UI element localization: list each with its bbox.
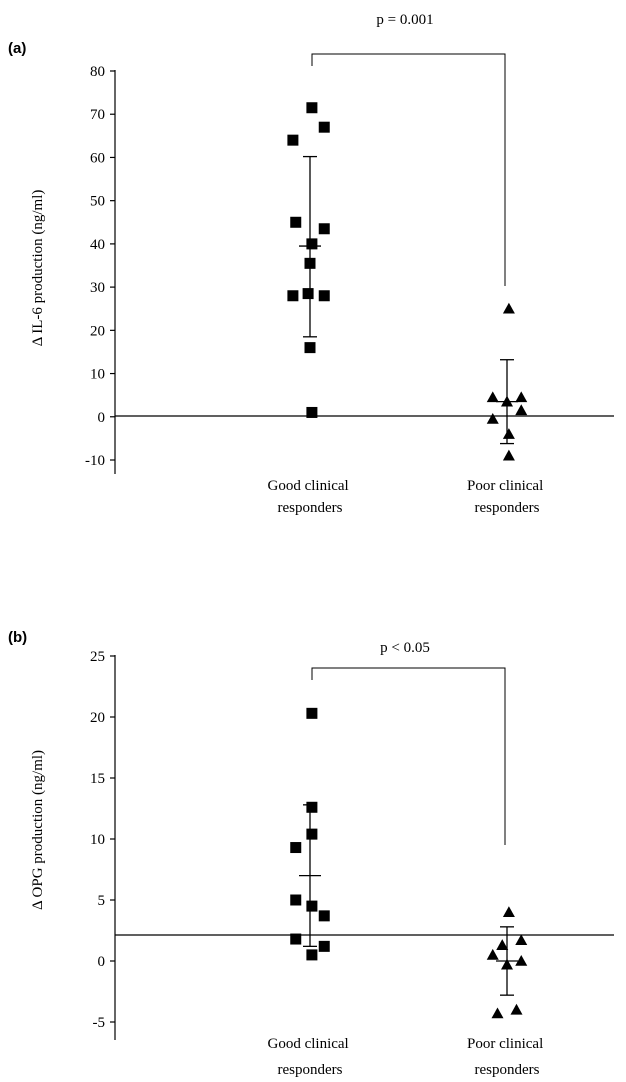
data-point-square [318, 910, 330, 922]
y-tick-label: 0 [98, 410, 106, 426]
panel-b-category-poor: Poor clinical responders [467, 1036, 547, 1078]
data-point-square [306, 801, 318, 813]
panel-b-ticks: -5 0 5 10 15 20 25 [90, 649, 115, 1031]
y-tick-label: 15 [90, 771, 105, 787]
panel-a: (a) Δ IL-6 production (ng/ml) -10 0 10 20 30… [8, 12, 614, 516]
data-point-triangle [502, 449, 515, 461]
data-point-triangle [486, 412, 499, 424]
y-tick-label: 50 [90, 194, 105, 210]
panel-a-ticks: -10 0 10 20 30 40 50 60 70 80 [85, 64, 115, 469]
data-point-square [306, 102, 318, 114]
y-tick-label: 70 [90, 107, 105, 123]
panel-b-points [290, 707, 528, 1019]
panel-b-category-poor-line2: responders [475, 1062, 540, 1078]
data-point-square [287, 134, 299, 146]
panel-a-significance-bracket [311, 53, 506, 286]
data-point-triangle [515, 934, 528, 946]
panel-a-category-good-line2: responders [278, 500, 343, 516]
data-point-square [318, 290, 330, 302]
data-point-triangle [515, 404, 528, 416]
data-point-triangle [515, 391, 528, 403]
y-tick-label: 5 [98, 893, 106, 909]
y-tick-label: 20 [90, 710, 105, 726]
data-point-triangle [502, 428, 515, 439]
y-tick-label: 60 [90, 150, 105, 166]
panel-b-label: (b) [8, 629, 27, 646]
y-tick-label: 20 [90, 323, 105, 339]
data-point-triangle [515, 955, 528, 966]
panel-a-category-poor-line1: Poor clinical [467, 478, 543, 494]
panel-b-category-good-line2: responders [278, 1062, 343, 1078]
panel-b-significance-bracket [311, 667, 506, 845]
data-point-triangle [502, 302, 515, 314]
data-point-square [318, 223, 330, 235]
data-point-square [302, 288, 314, 300]
data-point-square [306, 828, 318, 840]
y-tick-label: -10 [85, 453, 105, 469]
panel-a-points [287, 102, 528, 461]
y-tick-label: 10 [90, 367, 105, 383]
data-point-triangle [510, 1003, 523, 1015]
data-point-square [304, 257, 316, 269]
data-point-square [306, 406, 318, 418]
y-tick-label: 10 [90, 832, 105, 848]
panel-b: (b) Δ OPG production (ng/ml) -5 0 5 10 15 20 2… [8, 629, 614, 1078]
data-point-square [290, 933, 302, 945]
panel-a-error-bars [299, 155, 518, 445]
y-tick-label: 80 [90, 64, 105, 80]
y-tick-label: 40 [90, 237, 105, 253]
data-point-triangle [501, 395, 513, 407]
data-point-square [306, 949, 318, 961]
panel-a-category-good-line1: Good clinical [268, 478, 349, 494]
data-point-square [290, 216, 302, 228]
data-point-triangle [501, 958, 513, 970]
panel-b-category-good-line1: Good clinical [268, 1036, 349, 1052]
data-point-square [306, 707, 318, 719]
panel-a-category-poor-line2: responders [475, 500, 540, 516]
panel-a-y-axis-label: Δ IL-6 production (ng/ml) [30, 190, 46, 347]
data-point-triangle [502, 906, 515, 917]
y-tick-label: 30 [90, 280, 105, 296]
data-point-square [306, 238, 318, 250]
panel-b-category-poor-line1: Poor clinical [467, 1036, 543, 1052]
data-point-square [287, 290, 299, 302]
data-point-triangle [486, 948, 499, 960]
y-tick-label: 0 [98, 954, 106, 970]
data-point-square [306, 900, 318, 912]
panel-b-p-value: p < 0.05 [380, 640, 430, 656]
data-point-square [318, 121, 330, 133]
data-point-triangle [491, 1007, 504, 1019]
panel-a-category-good: Good clinical responders [268, 478, 353, 516]
data-point-square [290, 842, 302, 854]
data-point-square [318, 940, 330, 952]
y-tick-label: 25 [90, 649, 105, 665]
panel-b-y-axis-label: Δ OPG production (ng/ml) [30, 750, 46, 910]
data-point-square [290, 894, 302, 906]
panel-a-label: (a) [8, 40, 26, 57]
data-point-square [304, 342, 316, 354]
y-tick-label: -5 [93, 1015, 106, 1031]
data-point-triangle [486, 391, 499, 403]
panel-b-error-bars [299, 804, 518, 996]
panel-b-category-good: Good clinical responders [268, 1036, 353, 1078]
panel-a-category-poor: Poor clinical responders [467, 478, 547, 516]
data-point-triangle [496, 939, 509, 950]
panel-a-p-value: p = 0.001 [376, 12, 433, 28]
